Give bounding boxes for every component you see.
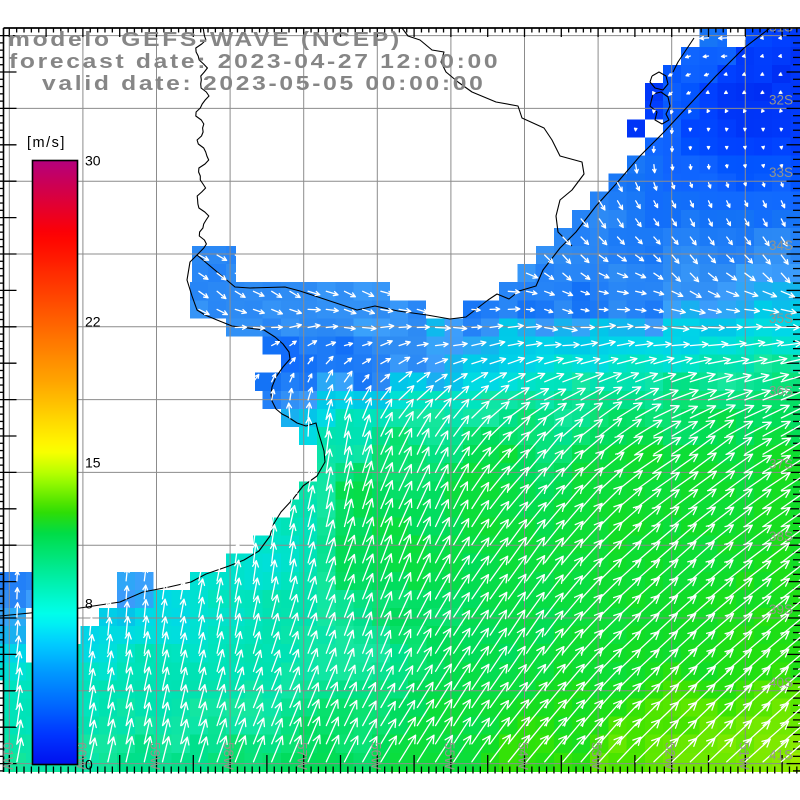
svg-text:35S: 35S — [769, 311, 793, 326]
svg-text:61W: 61W — [0, 742, 15, 770]
svg-text:55W: 55W — [442, 742, 457, 770]
svg-text:39S: 39S — [769, 602, 793, 617]
svg-text:53W: 53W — [589, 742, 604, 770]
svg-text:30: 30 — [85, 153, 101, 169]
svg-text:58W: 58W — [221, 742, 236, 770]
svg-text:32S: 32S — [769, 92, 793, 107]
svg-text:34S: 34S — [769, 238, 793, 253]
svg-text:51W: 51W — [736, 742, 751, 770]
svg-text:40S: 40S — [769, 675, 793, 690]
svg-text:[m/s]: [m/s] — [27, 135, 66, 151]
svg-text:54W: 54W — [516, 742, 531, 770]
svg-text:57W: 57W — [295, 742, 310, 770]
svg-text:56W: 56W — [368, 742, 383, 770]
svg-text:36S: 36S — [769, 384, 793, 399]
svg-text:41S: 41S — [769, 748, 793, 763]
svg-text:8: 8 — [85, 596, 93, 612]
svg-text:22: 22 — [85, 314, 101, 330]
svg-text:0: 0 — [85, 757, 93, 773]
svg-text:31S: 31S — [769, 20, 793, 35]
svg-text:59W: 59W — [148, 742, 163, 770]
svg-text:52W: 52W — [663, 742, 678, 770]
svg-text:15: 15 — [85, 455, 101, 471]
svg-text:38S: 38S — [769, 529, 793, 544]
svg-text:33S: 33S — [769, 165, 793, 180]
svg-text:37S: 37S — [769, 456, 793, 471]
